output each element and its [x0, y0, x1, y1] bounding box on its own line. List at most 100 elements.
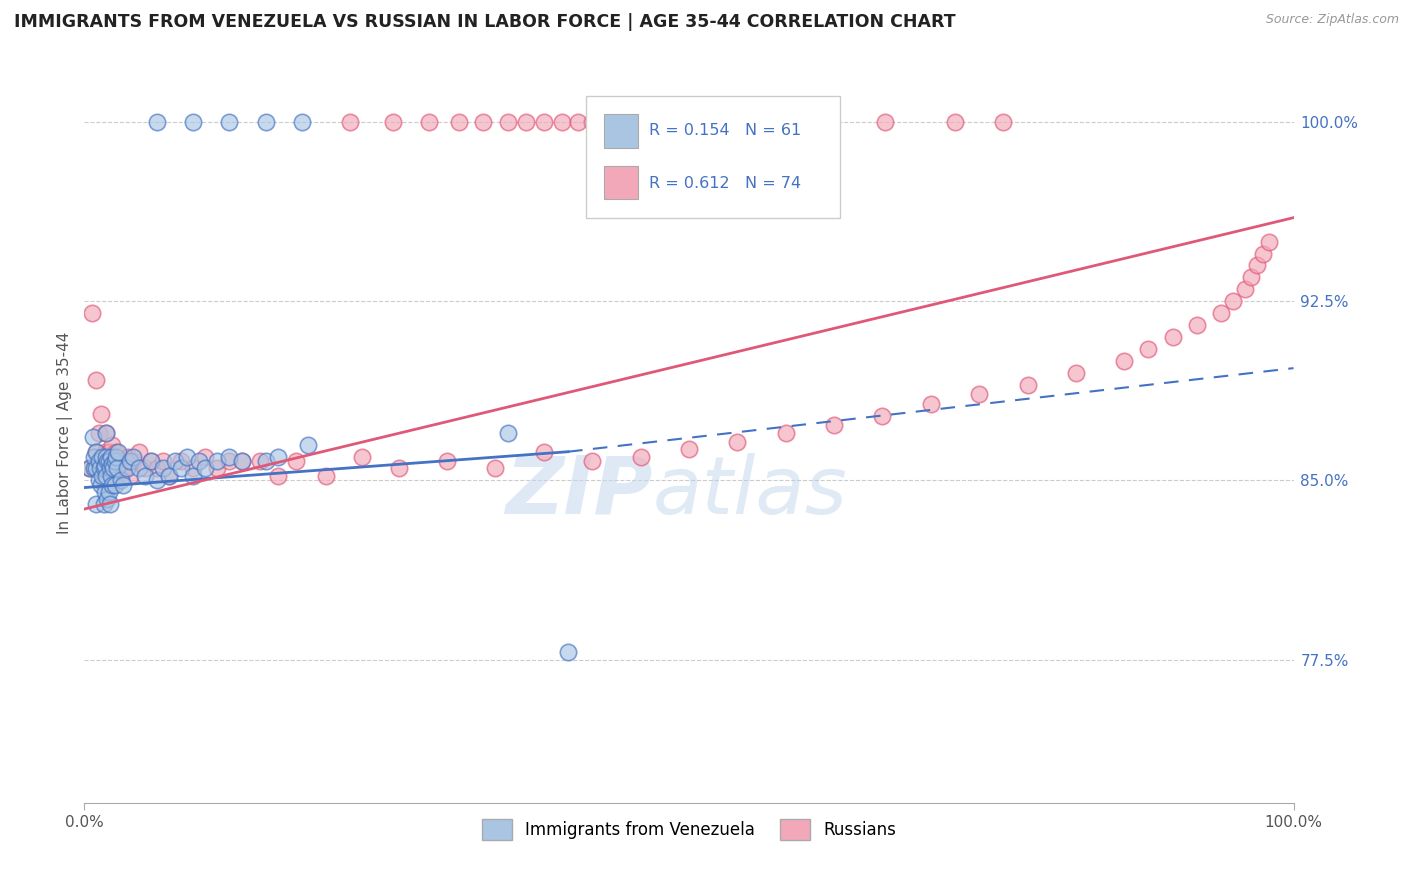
Point: [678, 442, 700, 457]
Point: [872, 409, 894, 423]
Point: [94, 444, 117, 458]
Point: [188, 454, 211, 468]
Point: [339, 115, 361, 129]
Point: [207, 461, 229, 475]
Point: [107, 454, 129, 468]
Point: [83, 450, 105, 464]
Point: [110, 468, 132, 483]
Point: [104, 444, 127, 458]
Point: [146, 474, 169, 488]
Point: [115, 461, 138, 475]
Point: [121, 450, 143, 464]
Point: [267, 450, 290, 464]
Point: [381, 115, 404, 129]
Point: [86, 461, 108, 475]
Point: [110, 474, 132, 488]
FancyBboxPatch shape: [605, 114, 638, 147]
Point: [100, 468, 122, 483]
Point: [1246, 259, 1268, 273]
Point: [181, 461, 204, 475]
Point: [121, 454, 143, 468]
Point: [1137, 342, 1160, 356]
Point: [449, 115, 471, 129]
Point: [77, 461, 100, 475]
Point: [94, 461, 117, 475]
Point: [103, 461, 125, 475]
Point: [725, 435, 748, 450]
Point: [181, 468, 204, 483]
Point: [86, 444, 108, 458]
Point: [418, 115, 440, 129]
Point: [89, 461, 111, 475]
Text: IMMIGRANTS FROM VENEZUELA VS RUSSIAN IN LABOR FORCE | AGE 35-44 CORRELATION CHAR: IMMIGRANTS FROM VENEZUELA VS RUSSIAN IN …: [14, 13, 956, 31]
Point: [112, 478, 135, 492]
Point: [104, 478, 127, 492]
Point: [157, 468, 180, 483]
Point: [1234, 282, 1257, 296]
Point: [436, 454, 458, 468]
Point: [98, 461, 121, 475]
Point: [86, 373, 108, 387]
Point: [96, 454, 118, 468]
Point: [267, 468, 290, 483]
Point: [83, 461, 105, 475]
Point: [943, 115, 966, 129]
Point: [581, 115, 603, 129]
Point: [107, 444, 129, 458]
Point: [1017, 377, 1039, 392]
Point: [170, 461, 193, 475]
Point: [581, 454, 603, 468]
Point: [631, 115, 654, 129]
Point: [152, 454, 174, 468]
Point: [100, 454, 122, 468]
Point: [134, 461, 156, 475]
Point: [98, 497, 121, 511]
Text: ZIP: ZIP: [505, 453, 652, 531]
Point: [533, 115, 555, 129]
Point: [134, 468, 156, 483]
Point: [218, 454, 240, 468]
Point: [567, 115, 589, 129]
Point: [388, 461, 411, 475]
Point: [97, 478, 120, 492]
Point: [291, 115, 314, 129]
Point: [630, 450, 652, 464]
Point: [94, 458, 117, 473]
Point: [533, 444, 555, 458]
Y-axis label: In Labor Force | Age 35-44: In Labor Force | Age 35-44: [58, 332, 73, 533]
Point: [1185, 318, 1208, 333]
Point: [1222, 294, 1244, 309]
Point: [352, 450, 374, 464]
Point: [967, 387, 990, 401]
Point: [97, 444, 120, 458]
Point: [104, 454, 127, 468]
Point: [104, 450, 127, 464]
Point: [605, 115, 627, 129]
Point: [87, 474, 110, 488]
Point: [98, 461, 121, 475]
Point: [97, 485, 120, 500]
Point: [139, 454, 162, 468]
Point: [1161, 330, 1184, 344]
Point: [165, 454, 187, 468]
Point: [94, 425, 117, 440]
Point: [91, 450, 114, 464]
Point: [496, 425, 519, 440]
Point: [100, 450, 122, 464]
Point: [152, 461, 174, 475]
Point: [593, 115, 616, 129]
Point: [1209, 306, 1232, 320]
Point: [91, 450, 114, 464]
Point: [94, 425, 117, 440]
Point: [1258, 235, 1281, 249]
FancyBboxPatch shape: [605, 166, 638, 200]
Point: [79, 461, 101, 475]
Point: [94, 485, 117, 500]
Point: [96, 492, 118, 507]
Point: [82, 430, 104, 444]
Point: [297, 437, 319, 451]
Point: [93, 474, 115, 488]
Point: [120, 454, 142, 468]
Point: [94, 468, 117, 483]
Point: [993, 115, 1015, 129]
